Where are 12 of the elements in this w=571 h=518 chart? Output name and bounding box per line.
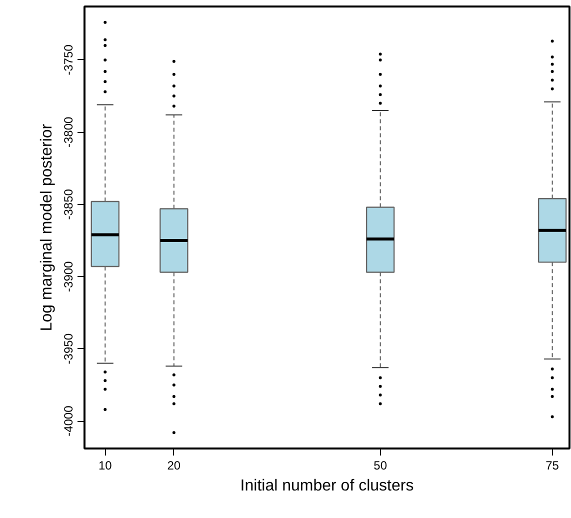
x-tick-label: 75: [546, 458, 560, 472]
x-axis-title: Initial number of clusters: [240, 478, 414, 494]
y-tick-label: -3850: [62, 188, 76, 220]
x-tick-label: 10: [98, 458, 112, 472]
x-tick-label: 20: [167, 458, 181, 472]
y-axis-title: Log marginal model posterior: [38, 123, 56, 332]
y-tick-label: -3750: [62, 44, 76, 76]
y-tick-label: -3950: [62, 333, 76, 364]
y-tick-label: -4000: [62, 405, 76, 436]
y-tick-label: -3900: [62, 260, 76, 292]
y-tick-label: -3800: [62, 116, 76, 148]
x-tick-label: 50: [374, 458, 388, 472]
